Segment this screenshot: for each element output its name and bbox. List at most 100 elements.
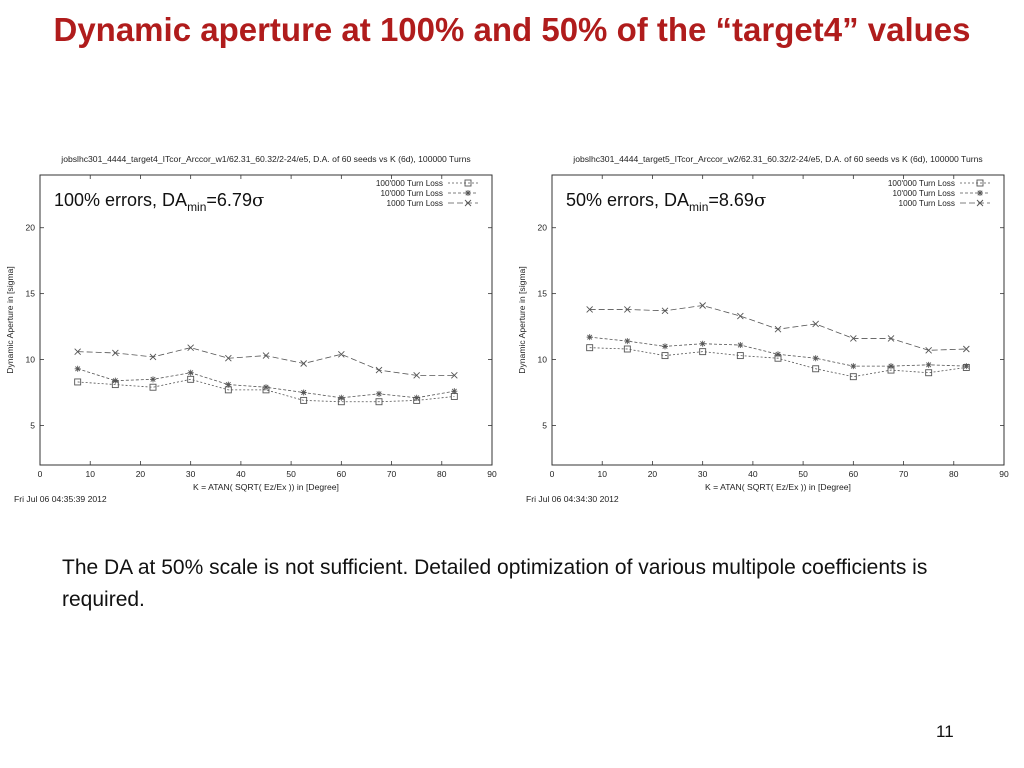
chart-1-legend-marker-0 — [976, 179, 984, 187]
chart-0-da-annotation-sub: min — [187, 200, 206, 214]
chart-1-x-tick-label-1: 10 — [597, 469, 607, 479]
chart-0-x-tick-label-3: 30 — [186, 469, 196, 479]
chart-0-legend-label-1: 10'000 Turn Loss — [380, 189, 443, 198]
chart-1-da-annotation: 50% errors, DAmin=8.69σ — [566, 190, 766, 214]
chart-1-legend-marker-1 — [977, 190, 983, 196]
chart-0-x-tick-label-9: 90 — [487, 469, 497, 479]
chart-0-point-2-10 — [451, 372, 458, 379]
chart-0-point-2-5 — [262, 352, 270, 359]
chart-0-point-2-6 — [300, 360, 307, 367]
chart-1-point-2-6 — [812, 320, 819, 328]
chart-1-legend-label-1: 10'000 Turn Loss — [892, 189, 955, 198]
chart-0-point-1-3 — [187, 369, 194, 376]
chart-0-x-tick-label-4: 40 — [236, 469, 246, 479]
chart-0-y-tick-label-1: 10 — [26, 355, 36, 365]
chart-0-point-2-2 — [149, 353, 157, 361]
chart-1-y-tick-label-3: 20 — [538, 223, 548, 233]
chart-0-x-tick-label-0: 0 — [38, 469, 43, 479]
chart-1-point-2-2 — [661, 307, 669, 315]
chart-0-point-0-10 — [450, 393, 458, 400]
chart-1-point-1-0 — [586, 334, 593, 341]
chart-0-point-1-6 — [300, 389, 307, 396]
chart-0-point-1-10 — [451, 388, 458, 395]
chart-0-point-1-0 — [74, 365, 81, 372]
chart-1-series-line-0 — [589, 347, 967, 378]
chart-50-percent: jobslhc301_4444_target5_ITcor_Arccor_w2/… — [517, 154, 1009, 504]
chart-0-point-2-7 — [338, 350, 345, 358]
chart-1-point-2-8 — [887, 335, 895, 342]
chart-0-plot-frame — [39, 174, 493, 466]
chart-0-point-0-2 — [149, 383, 157, 391]
chart-0-title: jobslhc301_4444_target4_ITcor_Arccor_w1/… — [60, 154, 470, 164]
chart-0-point-2-0 — [74, 348, 81, 355]
chart-1-series-1 — [586, 334, 970, 370]
chart-1-x-tick-label-0: 0 — [550, 469, 555, 479]
chart-0-timestamp: Fri Jul 06 04:35:39 2012 — [14, 494, 107, 504]
chart-0-x-tick-label-1: 10 — [85, 469, 95, 479]
chart-1-x-axis-label: K = ATAN( SQRT( Ez/Ex )) in [Degree] — [705, 482, 851, 492]
chart-0-legend-marker-2 — [464, 199, 472, 207]
chart-0-legend-marker-0 — [464, 179, 472, 187]
chart-1-point-1-5 — [775, 351, 781, 358]
chart-1-point-1-6 — [812, 355, 819, 362]
chart-1-point-2-7 — [850, 335, 857, 342]
chart-0-point-2-1 — [112, 349, 119, 357]
conclusion-text: The DA at 50% scale is not sufficient. D… — [62, 556, 928, 611]
chart-1-point-1-3 — [699, 340, 706, 347]
chart-0-x-tick-label-7: 70 — [387, 469, 397, 479]
chart-1-legend-label-0: 100'000 Turn Loss — [888, 179, 955, 188]
chart-0-y-tick-label-0: 5 — [30, 420, 35, 430]
chart-1-x-tick-label-2: 20 — [648, 469, 658, 479]
chart-1-legend-label-2: 1000 Turn Loss — [899, 199, 955, 208]
chart-0-y-axis-label: Dynamic Aperture in [sigma] — [5, 266, 15, 373]
chart-0-point-2-9 — [413, 372, 420, 379]
chart-0-point-2-4 — [225, 354, 232, 362]
chart-0-series-line-2 — [77, 347, 455, 376]
chart-1-point-2-4 — [737, 312, 744, 320]
chart-0-series-1 — [74, 365, 458, 401]
chart-1-x-tick-label-5: 50 — [798, 469, 808, 479]
chart-0-legend-marker-1 — [465, 190, 471, 196]
chart-1-series-0 — [586, 344, 970, 381]
chart-1-timestamp: Fri Jul 06 04:34:30 2012 — [526, 494, 619, 504]
chart-1-x-tick-label-3: 30 — [698, 469, 708, 479]
chart-1-point-0-4 — [736, 352, 744, 360]
chart-0-point-1-5 — [263, 384, 269, 391]
chart-0-point-0-6 — [300, 396, 308, 404]
chart-0-legend-label-0: 100'000 Turn Loss — [376, 179, 443, 188]
chart-1-x-tick-label-8: 80 — [949, 469, 959, 479]
chart-0-x-tick-label-2: 20 — [136, 469, 146, 479]
chart-1-point-1-4 — [737, 342, 744, 349]
chart-0-da-annotation-prefix: 100% errors, DA — [54, 190, 187, 210]
chart-1-x-tick-label-9: 90 — [999, 469, 1009, 479]
chart-1-point-2-10 — [963, 345, 970, 353]
chart-0-x-tick-label-8: 80 — [437, 469, 447, 479]
chart-0-point-0-3 — [187, 375, 195, 383]
chart-1-point-2-0 — [586, 306, 593, 313]
slide-title: Dynamic aperture at 100% and 50% of the … — [53, 11, 971, 48]
chart-1-point-0-9 — [925, 369, 933, 377]
chart-1-plot-frame — [551, 174, 1005, 466]
chart-1-point-1-7 — [850, 363, 857, 370]
chart-1-point-0-0 — [586, 344, 594, 352]
chart-1-x-tick-label-4: 40 — [748, 469, 758, 479]
chart-0-point-0-0 — [74, 378, 82, 386]
chart-1-point-0-7 — [849, 373, 857, 381]
chart-0-point-2-8 — [375, 366, 383, 374]
chart-1-y-axis-label: Dynamic Aperture in [sigma] — [517, 266, 527, 373]
chart-1-point-2-5 — [774, 325, 782, 333]
chart-1-legend-marker-2 — [976, 199, 984, 207]
chart-0-point-1-1 — [112, 377, 119, 384]
chart-1-da-annotation-prefix: 50% errors, DA — [566, 190, 689, 210]
chart-1-y-tick-label-0: 5 — [542, 420, 547, 430]
chart-0-y-tick-label-3: 20 — [26, 223, 36, 233]
chart-1-da-annotation-sub: min — [689, 200, 708, 214]
chart-0-series-2 — [74, 344, 458, 379]
chart-0-da-annotation-sigma: σ — [252, 190, 264, 211]
chart-0-point-1-2 — [150, 376, 156, 383]
chart-1-y-tick-label-1: 10 — [538, 355, 548, 365]
chart-1-y-tick-label-2: 15 — [538, 289, 548, 299]
chart-0-series-line-0 — [77, 378, 455, 403]
chart-0-da-annotation: 100% errors, DAmin=6.79σ — [54, 190, 264, 214]
chart-0-point-0-8 — [375, 398, 383, 406]
